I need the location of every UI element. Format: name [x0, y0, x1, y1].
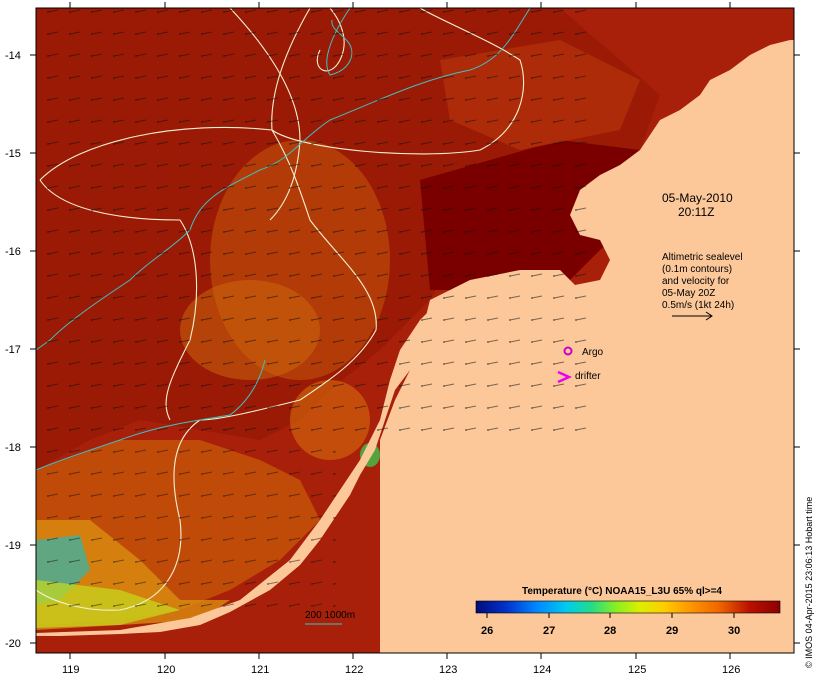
argo-label: Argo [582, 347, 604, 358]
lon-label: 126 [722, 664, 740, 676]
lon-label: 119 [62, 664, 80, 676]
velocity-arrows-south [36, 448, 336, 618]
scale-arrow-head-icon [705, 311, 713, 321]
date-label: 05-May-2010 [662, 191, 733, 205]
velocity-arrows [36, 8, 596, 448]
lat-label: -20 [5, 638, 21, 650]
legend-line: Altimetric sealevel [662, 252, 743, 263]
time-label: 20:11Z [678, 205, 714, 219]
lon-axis: 119 120 121 122 123 124 125 126 [62, 2, 740, 676]
lon-label: 120 [157, 664, 175, 676]
drifter-label: drifter [575, 371, 601, 382]
colorbar-tick: 30 [728, 625, 740, 637]
bathy-label: 200 1000m [305, 610, 355, 621]
colorbar-title: Temperature (°C) NOAA15_L3U 65% ql>=4 [522, 586, 722, 597]
colorbar: Temperature (°C) NOAA15_L3U 65% ql>=4 26… [475, 586, 781, 637]
lat-label: -17 [5, 344, 21, 356]
velocity-legend: Altimetric sealevel (0.1m contours) and … [662, 252, 743, 321]
colorbar-ramp [475, 600, 781, 614]
lat-label: -14 [5, 50, 21, 62]
lon-label: 122 [345, 664, 363, 676]
lat-label: -16 [5, 246, 21, 258]
colorbar-tick: 26 [481, 625, 493, 637]
legend-line: 0.5m/s (1kt 24h) [662, 300, 734, 311]
lon-label: 121 [251, 664, 269, 676]
colorbar-tick: 29 [666, 625, 678, 637]
legend-line: (0.1m contours) [662, 264, 732, 275]
colorbar-tick: 27 [543, 625, 555, 637]
lat-label: -19 [5, 540, 21, 552]
argo-marker-icon [563, 346, 573, 356]
lon-label: 123 [439, 664, 457, 676]
lat-label: -18 [5, 442, 21, 454]
lat-axis: -14 -15 -16 -17 -18 -19 -20 [5, 50, 800, 650]
colorbar-tick: 28 [604, 625, 616, 637]
legend-line: and velocity for [662, 276, 730, 287]
lon-label: 125 [628, 664, 646, 676]
credit-text: © IMOS 04-Apr-2015 23:06:13 Hobart time [804, 497, 814, 668]
lat-label: -15 [5, 148, 21, 160]
plot-frame [35, 7, 795, 654]
legend-line: 05-May 20Z [662, 288, 715, 299]
lon-label: 124 [533, 664, 551, 676]
drifter-marker-icon [557, 370, 573, 384]
